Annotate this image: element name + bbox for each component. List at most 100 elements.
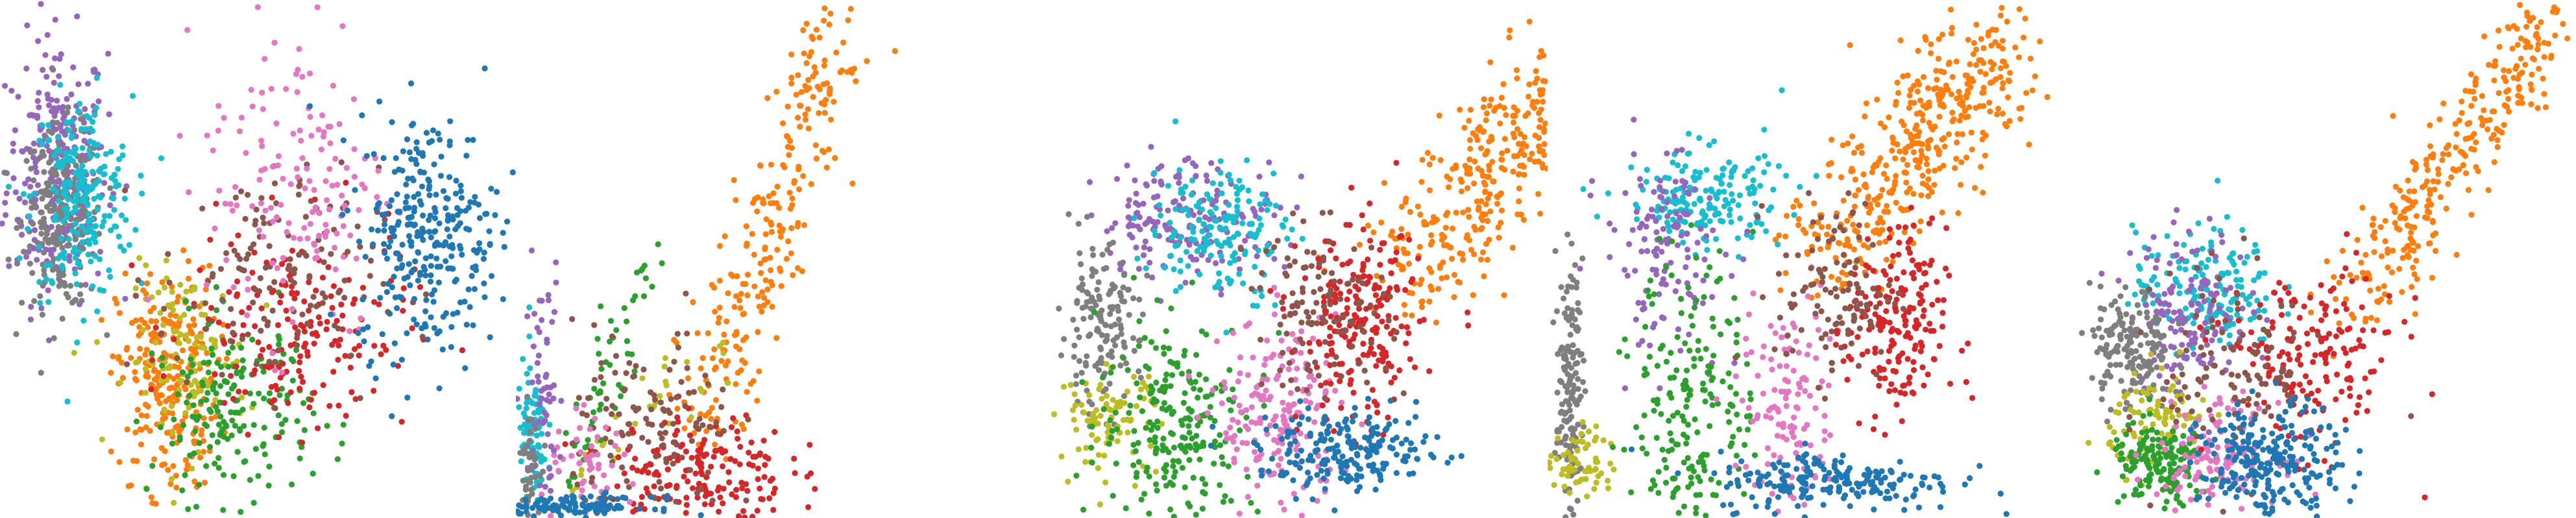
scatter-point — [320, 133, 327, 140]
scatter-point — [214, 360, 221, 366]
scatter-point — [176, 437, 183, 443]
scatter-point — [93, 105, 99, 111]
scatter-point — [1243, 423, 1249, 430]
scatter-point — [1360, 260, 1367, 267]
scatter-point — [365, 324, 371, 330]
scatter-point — [729, 491, 735, 498]
scatter-point — [1869, 169, 1875, 175]
scatter-point — [1904, 162, 1911, 168]
scatter-point — [249, 203, 256, 210]
scatter-point — [716, 243, 723, 249]
scatter-point — [234, 358, 240, 365]
scatter-point — [574, 481, 581, 488]
scatter-point — [579, 501, 587, 508]
scatter-point — [199, 311, 205, 318]
scatter-point — [790, 272, 796, 278]
scatter-point — [43, 262, 49, 269]
scatter-point — [605, 505, 612, 512]
scatter-point — [1298, 458, 1305, 465]
scatter-point — [744, 487, 751, 494]
scatter-point — [134, 406, 141, 413]
scatter-point — [755, 293, 761, 300]
scatter-point — [1190, 212, 1197, 218]
scatter-point — [1216, 270, 1222, 277]
scatter-point — [1428, 283, 1434, 290]
scatter-point — [1242, 238, 1248, 244]
scatter-point — [682, 403, 688, 410]
scatter-point — [39, 122, 45, 129]
scatter-point — [598, 500, 604, 507]
scatter-point — [1404, 250, 1411, 256]
scatter-point — [395, 363, 402, 369]
scatter-point — [51, 255, 57, 262]
scatter-point — [1280, 382, 1286, 389]
scatter-point — [688, 414, 694, 421]
scatter-point — [1294, 452, 1300, 459]
scatter-point — [1407, 440, 1415, 447]
scatter-point — [65, 104, 71, 110]
scatter-point — [1313, 300, 1320, 306]
scatter-point — [786, 152, 792, 158]
scatter-point — [1270, 170, 1277, 177]
scatter-point — [1165, 207, 1171, 214]
scatter-point — [1995, 43, 2002, 49]
scatter-point — [298, 373, 304, 380]
scatter-point — [294, 290, 300, 297]
scatter-point — [535, 352, 542, 359]
scatter-point — [1195, 395, 1201, 401]
scatter-point — [1139, 311, 1146, 317]
scatter-point — [1304, 387, 1310, 393]
scatter-point — [56, 142, 62, 149]
scatter-point — [209, 273, 215, 280]
scatter-point — [202, 300, 208, 306]
scatter-point — [1308, 263, 1315, 269]
scatter-point — [1262, 197, 1269, 204]
scatter-point — [215, 421, 223, 428]
scatter-point — [1328, 380, 1334, 387]
scatter-point — [1300, 289, 1306, 295]
scatter-point — [1518, 147, 1525, 153]
scatter-point — [287, 277, 294, 283]
scatter-point — [1132, 448, 1139, 454]
scatter-point — [82, 184, 89, 190]
scatter-point — [338, 159, 345, 166]
scatter-point — [429, 138, 435, 144]
scatter-point — [1163, 384, 1169, 390]
scatter-point — [322, 221, 329, 228]
scatter-point — [1306, 339, 1313, 347]
scatter-point — [1060, 384, 1067, 390]
scatter-point — [312, 255, 319, 262]
scatter-point — [1350, 277, 1356, 283]
scatter-point — [408, 239, 415, 245]
scatter-point — [1193, 447, 1199, 454]
scatter-point — [16, 219, 23, 225]
scatter-point — [1483, 110, 1490, 117]
scatter-point — [253, 206, 260, 213]
scatter-point — [1169, 372, 1176, 378]
scatter-point — [796, 186, 803, 193]
scatter-point — [166, 385, 173, 392]
scatter-point — [1845, 140, 1851, 147]
scatter-point — [169, 289, 175, 295]
scatter-point — [674, 482, 680, 489]
scatter-point — [218, 364, 225, 370]
scatter-point — [1285, 366, 1292, 373]
scatter-point — [295, 174, 301, 180]
scatter-point — [1367, 452, 1373, 459]
scatter-point — [567, 500, 574, 507]
scatter-point — [1217, 181, 1224, 188]
scatter-point — [145, 324, 151, 330]
scatter-point — [1250, 354, 1256, 361]
scatter-point — [734, 428, 740, 435]
scatter-point — [1263, 388, 1269, 394]
scatter-point — [620, 494, 626, 500]
scatter-point — [45, 122, 52, 129]
scatter-point — [261, 315, 267, 322]
scatter-point — [1185, 212, 1191, 219]
scatter-point — [304, 166, 310, 172]
scatter-point — [379, 331, 385, 338]
scatter-point — [1337, 290, 1344, 297]
scatter-point — [1343, 458, 1350, 465]
scatter-point — [708, 415, 714, 422]
scatter-point — [0, 220, 5, 227]
